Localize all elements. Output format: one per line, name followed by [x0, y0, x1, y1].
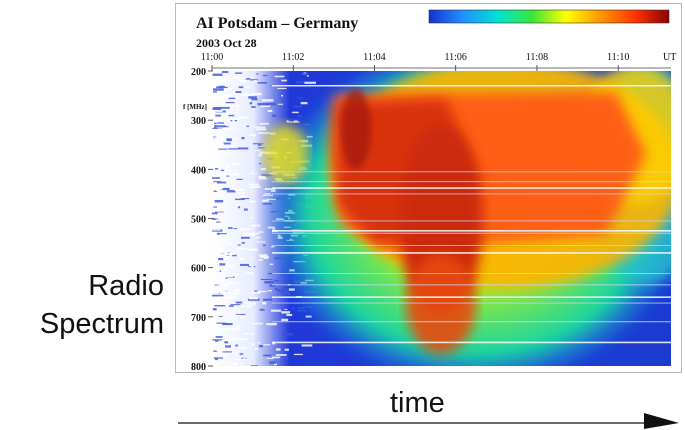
spectrogram-image [212, 71, 671, 366]
x-unit: UT [663, 52, 676, 63]
y-tick-label: 400 [191, 165, 206, 176]
x-tick-label: 11:06 [445, 52, 467, 63]
time-label: time [390, 387, 445, 419]
y-tick-label: 500 [191, 215, 206, 226]
side-label-radio: Radio [88, 270, 164, 302]
x-tick-label: 11:08 [526, 52, 548, 63]
side-label-spectrum: Spectrum [39, 308, 164, 340]
x-tick-label: 11:10 [607, 52, 629, 63]
x-tick-label: 11:00 [201, 52, 223, 63]
chart-title: AI Potsdam – Germany [196, 15, 358, 32]
x-tick-label: 11:04 [363, 52, 385, 63]
spectrogram-panel: AI Potsdam – Germany 2003 Oct 28 11:00 1 [175, 3, 682, 373]
y-tick-label: 800 [191, 362, 206, 372]
chart-subtitle: 2003 Oct 28 [196, 36, 257, 50]
time-arrow [178, 413, 679, 429]
x-tick-label: 11:02 [282, 52, 304, 63]
y-tick-label: 200 [191, 67, 206, 78]
colorbar [428, 9, 670, 24]
y-tick-label: 600 [191, 264, 206, 275]
y-tick-label: 300 [191, 116, 206, 127]
y-tick-label: 700 [191, 313, 206, 324]
spectrogram-chart: AI Potsdam – Germany 2003 Oct 28 11:00 1 [183, 9, 676, 373]
y-unit: f [MHz] [183, 103, 207, 111]
